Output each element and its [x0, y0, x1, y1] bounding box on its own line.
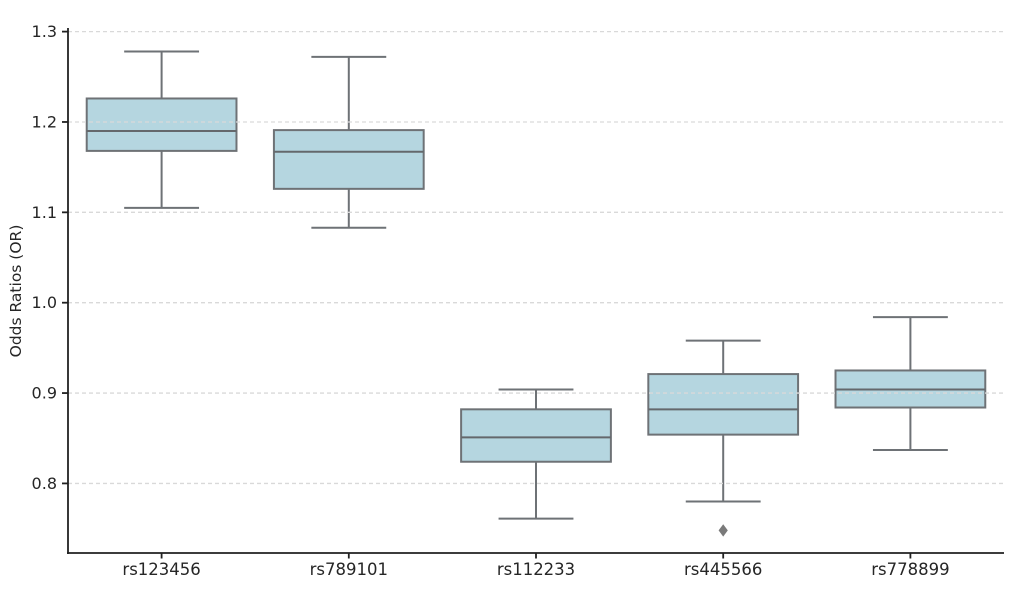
y-tick-label-1.2: 1.2 — [32, 112, 57, 131]
x-category-label-rs112233: rs112233 — [497, 560, 575, 579]
y-tick-label-0.9: 0.9 — [32, 384, 57, 403]
y-tick-label-1.0: 1.0 — [32, 293, 57, 312]
box-rs789101 — [272, 129, 425, 190]
x-category-label-rs123456: rs123456 — [122, 560, 200, 579]
y-axis-label: Odds Ratios (OR) — [7, 224, 25, 358]
box-rs123456 — [85, 97, 238, 152]
x-category-label-rs789101: rs789101 — [310, 560, 388, 579]
x-category-label-rs778899: rs778899 — [871, 560, 949, 579]
y-tick-label-0.8: 0.8 — [32, 474, 57, 493]
outlier-diamond-rs445566 — [718, 524, 728, 537]
y-tick-label-1.3: 1.3 — [32, 22, 57, 41]
y-tick-label-1.1: 1.1 — [32, 203, 57, 222]
box-rs112233 — [460, 408, 612, 463]
x-category-label-rs445566: rs445566 — [684, 560, 762, 579]
box-rs445566 — [647, 373, 800, 436]
